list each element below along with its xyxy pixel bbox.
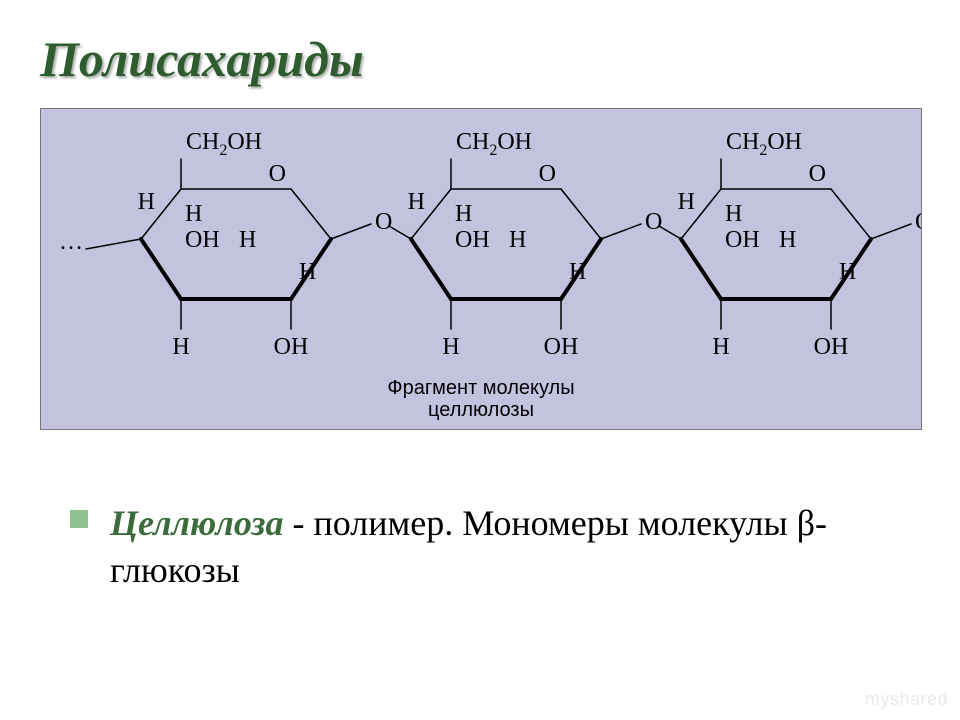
watermark: myshared — [865, 689, 948, 710]
svg-text:OH: OH — [725, 227, 760, 253]
svg-text:H: H — [138, 189, 155, 215]
caption-line-2: целлюлозы — [428, 399, 534, 421]
svg-text:H: H — [239, 227, 256, 253]
diagram-caption: Фрагмент молекулы целлюлозы — [331, 377, 631, 421]
svg-text:OH: OH — [185, 227, 220, 253]
svg-text:O: O — [269, 161, 286, 187]
svg-text:CH2OH: CH2OH — [186, 129, 262, 159]
svg-text:O: O — [915, 209, 921, 235]
svg-text:H: H — [712, 334, 729, 360]
svg-text:H: H — [725, 201, 742, 227]
cellulose-structure-svg: …CH2OHOHHOHHHOHHOCH2OHOHHOHHHOHHOCH2OHOH… — [41, 109, 921, 389]
svg-text:O: O — [809, 161, 826, 187]
chemical-diagram: …CH2OHOHHOHHHOHHOCH2OHOHHOHHHOHHOCH2OHOH… — [40, 108, 922, 430]
svg-text:…: … — [59, 229, 83, 255]
page-title: Полисахариды — [40, 30, 920, 88]
bullet-square-icon — [70, 510, 88, 528]
svg-text:OH: OH — [544, 334, 579, 360]
svg-text:H: H — [185, 201, 202, 227]
caption-line-1: Фрагмент молекулы — [387, 377, 574, 399]
svg-text:O: O — [539, 161, 556, 187]
svg-text:H: H — [299, 259, 316, 285]
bullet-emphasis: Целлюлоза — [110, 503, 283, 543]
svg-text:H: H — [779, 227, 796, 253]
svg-text:O: O — [645, 209, 662, 235]
bullet-dash: - — [283, 503, 313, 543]
svg-text:H: H — [678, 189, 695, 215]
svg-text:CH2OH: CH2OH — [726, 129, 802, 159]
svg-text:H: H — [172, 334, 189, 360]
bullet-text: Целлюлоза - полимер. Мономеры молекулы β… — [110, 500, 920, 594]
svg-text:OH: OH — [455, 227, 490, 253]
svg-text:CH2OH: CH2OH — [456, 129, 532, 159]
svg-text:H: H — [569, 259, 586, 285]
slide: Полисахариды …CH2OHOHHOHHHOHHOCH2OHOHHOH… — [0, 0, 960, 720]
svg-text:H: H — [839, 259, 856, 285]
svg-text:H: H — [442, 334, 459, 360]
svg-text:H: H — [408, 189, 425, 215]
bullet-item: Целлюлоза - полимер. Мономеры молекулы β… — [40, 500, 920, 594]
svg-text:H: H — [455, 201, 472, 227]
svg-text:OH: OH — [814, 334, 849, 360]
svg-text:OH: OH — [274, 334, 309, 360]
svg-text:H: H — [509, 227, 526, 253]
svg-text:O: O — [375, 209, 392, 235]
